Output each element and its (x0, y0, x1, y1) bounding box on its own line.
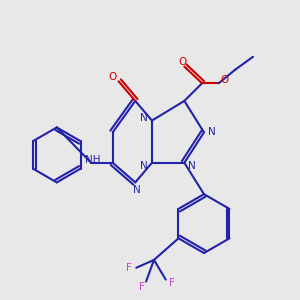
Text: N: N (208, 127, 216, 137)
Text: O: O (109, 72, 117, 82)
Text: N: N (134, 185, 141, 195)
Text: F: F (139, 282, 145, 292)
Text: N: N (188, 161, 196, 171)
Text: N: N (140, 112, 148, 123)
Text: N: N (140, 161, 148, 171)
Text: F: F (169, 278, 175, 289)
Text: O: O (178, 57, 187, 67)
Text: NH: NH (85, 155, 101, 165)
Text: O: O (220, 75, 229, 85)
Text: F: F (127, 263, 132, 273)
